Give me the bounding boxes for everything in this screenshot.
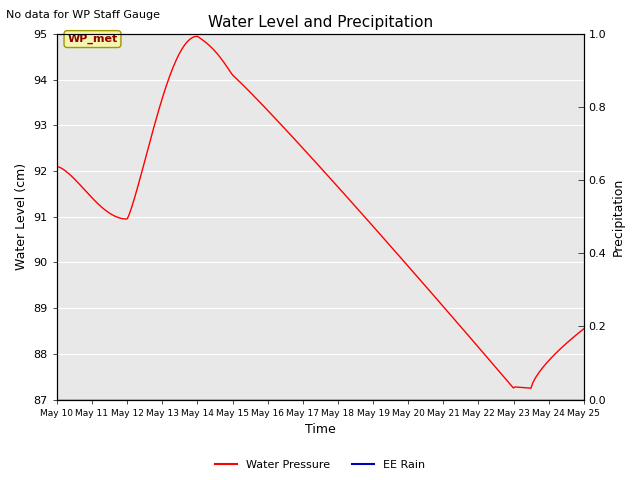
Text: WP_met: WP_met bbox=[67, 34, 118, 44]
X-axis label: Time: Time bbox=[305, 423, 336, 436]
Legend: Water Pressure, EE Rain: Water Pressure, EE Rain bbox=[210, 456, 430, 474]
Y-axis label: Precipitation: Precipitation bbox=[612, 178, 625, 256]
Y-axis label: Water Level (cm): Water Level (cm) bbox=[15, 163, 28, 270]
Title: Water Level and Precipitation: Water Level and Precipitation bbox=[208, 15, 433, 30]
Text: No data for WP Staff Gauge: No data for WP Staff Gauge bbox=[6, 10, 161, 20]
